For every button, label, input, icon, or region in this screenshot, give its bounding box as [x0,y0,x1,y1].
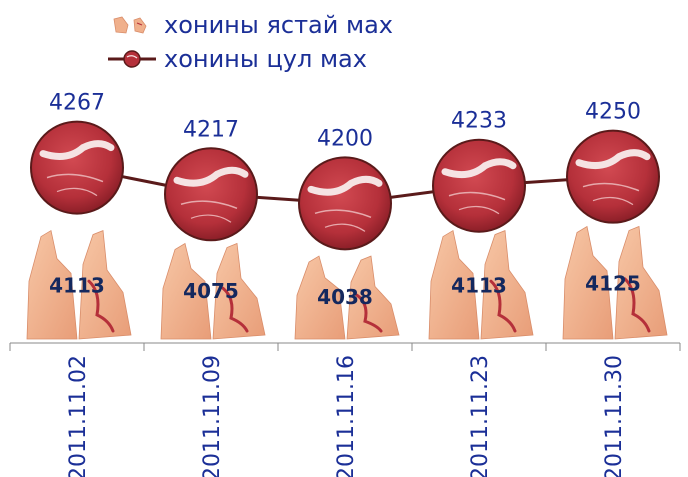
meat-slice [164,147,258,242]
meat-marbling [324,223,366,232]
bar-mark [562,225,668,340]
meat-fat-band [173,166,249,187]
meat-slice [432,138,526,233]
meat-slice [30,120,124,215]
carcass-ribs [355,293,383,333]
meat-marbling [56,187,98,197]
bar-mark [26,229,132,340]
bar-mark [428,229,534,340]
meat-slice [566,129,660,224]
line-point [432,138,526,233]
carcass-right-half [346,255,400,340]
bar-data-label: 4113 [451,273,507,297]
bar-data-label: 4038 [317,285,373,309]
carcass-left-half [428,229,480,340]
line-data-label: 4233 [451,109,507,134]
x-tick-label: 2011.11.02 [66,355,91,477]
line-point [164,147,258,242]
carcass-ribs [221,286,249,333]
meat-marker-icon [108,50,156,68]
meat-marbling [448,191,506,201]
meat-fat-band [307,175,383,196]
carcass-right-half [78,230,132,340]
meat-marbling [582,182,640,192]
meat-marbling [46,173,104,183]
legend-label-line: хонины цул мах [164,45,367,73]
x-tick-label: 2011.11.23 [468,355,493,477]
line-point [298,156,392,251]
line-data-label: 4200 [317,126,373,151]
meat-marbling [180,200,238,209]
bar-data-label: 4125 [585,272,641,296]
legend: хонины ястай мах хонины цул мах [106,8,393,76]
carcass-right-half [212,242,266,340]
x-tick-label: 2011.11.30 [602,355,627,477]
line-data-label: 4217 [183,117,239,142]
legend-label-bar: хонины ястай мах [164,11,394,39]
meat-slice [298,156,392,251]
carcass-left-half [562,225,614,340]
carcass-ribs [489,279,517,333]
meat-marbling [314,209,372,219]
line-point [566,129,660,224]
carcass-ribs [87,279,115,333]
line-point [30,120,124,215]
carcass-icon [113,16,147,34]
bar-data-label: 4075 [183,279,239,303]
legend-item-bar-series: хонины ястай мах [106,8,393,42]
meat-marbling [458,205,500,215]
carcass-ribs [623,277,651,333]
bar-data-label: 4113 [49,273,105,297]
carcass-left-half [26,229,78,340]
bar-mark [160,242,266,340]
line-data-label: 4250 [585,100,641,125]
carcass-left-half [160,242,212,340]
carcass-left-half [294,255,346,340]
bar-mark [294,255,400,340]
carcass-right-half [480,230,534,340]
line-data-label: 4267 [49,91,105,116]
legend-item-line-series: хонины цул мах [106,42,393,76]
meat-fat-band [39,140,115,161]
meat-fat-band [575,149,651,170]
meat-marbling [190,214,232,223]
meat-fat-band [441,158,517,179]
x-tick-label: 2011.11.09 [200,355,225,477]
carcass-right-half [614,225,668,340]
x-tick-label: 2011.11.16 [334,355,359,477]
meat-marbling [592,196,634,206]
